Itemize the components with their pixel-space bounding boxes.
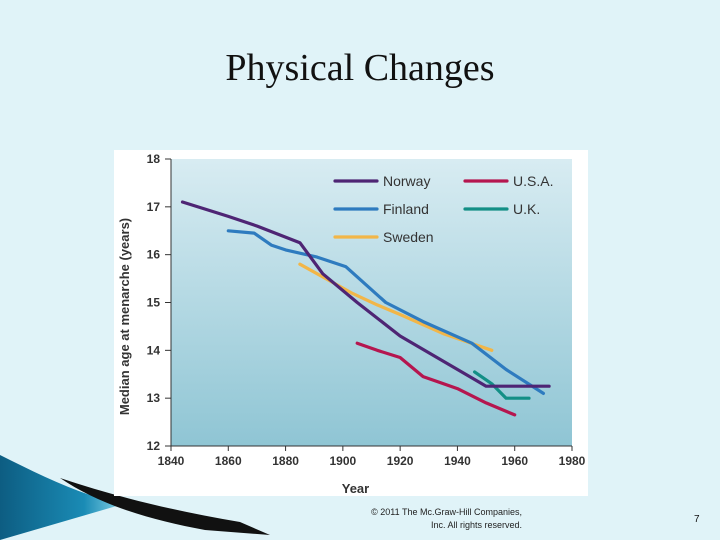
legend-label-norway: Norway xyxy=(383,173,430,189)
legend-label-usa: U.S.A. xyxy=(513,173,553,189)
x-tick-label: 1980 xyxy=(559,454,586,468)
slide-title: Physical Changes xyxy=(225,47,495,89)
x-tick-label: 1860 xyxy=(215,454,242,468)
series-line-finland xyxy=(226,229,545,395)
copyright-line-1: © 2011 The Mc.Graw-Hill Companies, xyxy=(371,507,522,517)
y-axis-title: Median age at menarche (years) xyxy=(117,218,132,415)
y-tick-label: 12 xyxy=(147,439,161,453)
y-tick-label: 14 xyxy=(147,343,161,357)
x-tick-label: 1920 xyxy=(387,454,414,468)
series-line-uk xyxy=(473,370,531,400)
x-tick-label: 1960 xyxy=(501,454,528,468)
y-tick-label: 13 xyxy=(147,391,161,405)
y-tick-label: 16 xyxy=(147,248,161,262)
series-line-norway xyxy=(180,200,551,388)
legend-label-finland: Finland xyxy=(383,201,429,217)
y-tick-label: 18 xyxy=(147,152,161,166)
copyright-line-2: Inc. All rights reserved. xyxy=(430,520,522,530)
x-tick-label: 1880 xyxy=(272,454,299,468)
legend-label-sweden: Sweden xyxy=(383,229,434,245)
chart-container: 12 13 14 15 16 17 18 1840 1860 1880 1900 1920 1940 19… xyxy=(114,150,588,496)
legend-label-uk: U.K. xyxy=(513,201,540,217)
copyright-notice: © 2011 The Mc.Graw-Hill Companies, Inc. … xyxy=(330,506,522,532)
menarche-age-line-chart: 12 13 14 15 16 17 18 1840 1860 1880 1900 1920 1940 19… xyxy=(117,152,586,496)
x-axis-title: Year xyxy=(342,481,369,496)
series-line-sweden xyxy=(298,262,494,352)
y-tick-label: 17 xyxy=(147,200,161,214)
page-number: 7 xyxy=(694,514,700,525)
series-line-usa xyxy=(355,341,517,417)
x-tick-label: 1840 xyxy=(158,454,185,468)
x-tick-label: 1900 xyxy=(330,454,357,468)
y-tick-label: 15 xyxy=(147,296,161,310)
x-tick-label: 1940 xyxy=(444,454,471,468)
